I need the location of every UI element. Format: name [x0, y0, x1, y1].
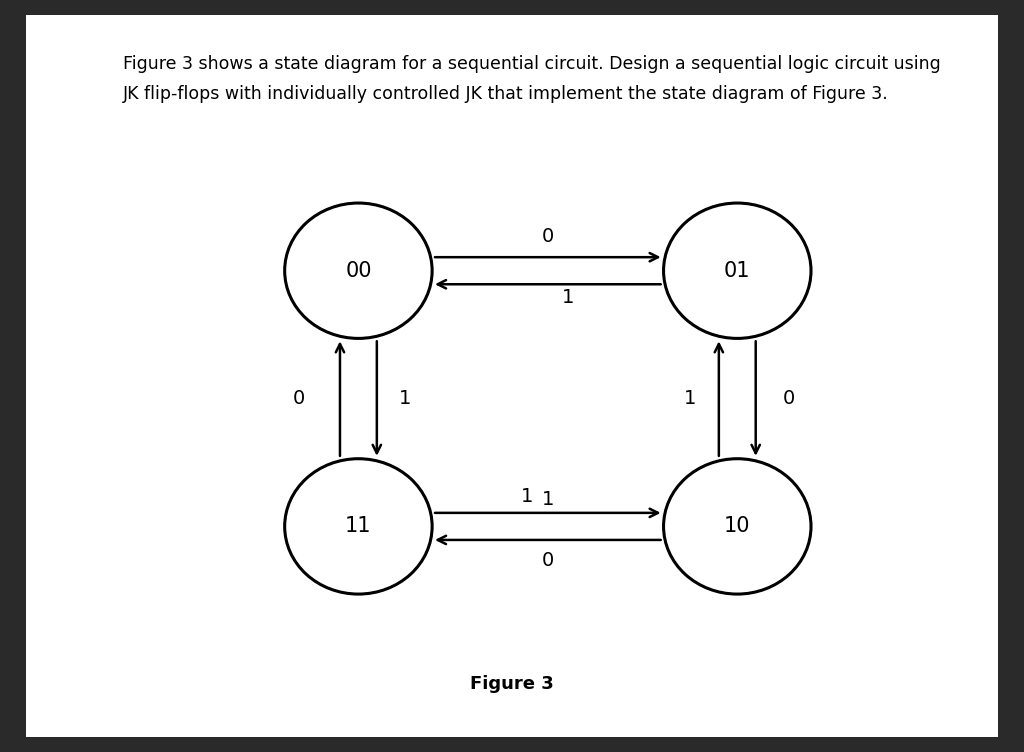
Text: 10: 10 [724, 517, 751, 536]
Ellipse shape [285, 459, 432, 594]
Text: 0: 0 [542, 551, 554, 571]
Text: 1: 1 [542, 490, 554, 509]
Ellipse shape [285, 203, 432, 338]
Ellipse shape [664, 203, 811, 338]
Text: 00: 00 [345, 261, 372, 280]
Text: Figure 3: Figure 3 [470, 675, 554, 693]
Ellipse shape [664, 459, 811, 594]
Text: 1: 1 [399, 389, 412, 408]
Text: 1: 1 [521, 487, 534, 506]
Text: 0: 0 [542, 226, 554, 246]
Text: 1: 1 [684, 389, 696, 408]
Text: 11: 11 [345, 517, 372, 536]
Text: 01: 01 [724, 261, 751, 280]
Text: 0: 0 [782, 389, 795, 408]
Text: 1: 1 [562, 288, 574, 308]
Text: Figure 3 shows a state diagram for a sequential circuit. Design a sequential log: Figure 3 shows a state diagram for a seq… [123, 55, 941, 73]
Text: JK flip-flops with individually controlled JK that implement the state diagram o: JK flip-flops with individually controll… [123, 85, 889, 103]
Text: 0: 0 [293, 389, 305, 408]
FancyBboxPatch shape [26, 15, 998, 737]
